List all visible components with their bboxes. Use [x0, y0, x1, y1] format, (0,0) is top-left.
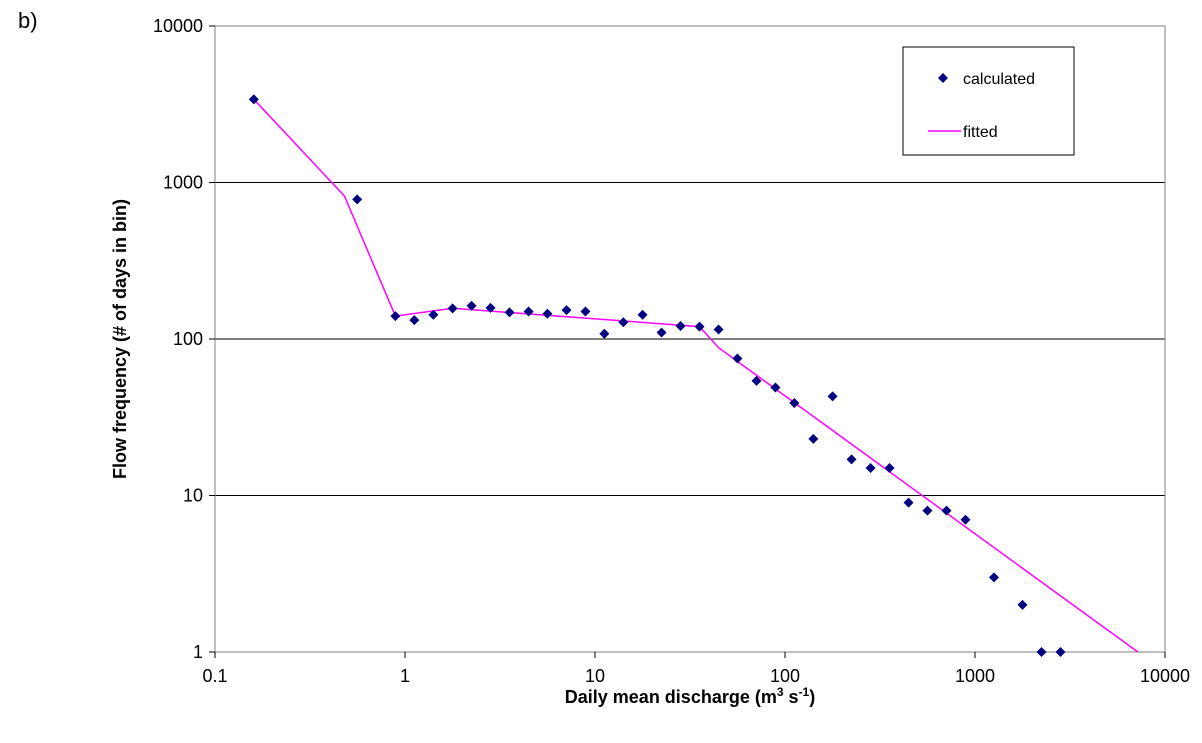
x-tick-label-10000: 10000: [1140, 666, 1190, 686]
y-tick-label-10: 10: [183, 486, 203, 506]
y-axis-ticks: 1 10 100 1000 10000: [153, 16, 215, 662]
calculated-point-15: [637, 309, 648, 320]
calculated-point-1: [352, 194, 363, 205]
calculated-point-14: [618, 317, 629, 328]
legend-label-fitted: fitted: [963, 124, 998, 141]
y-tick-label-1000: 1000: [163, 173, 203, 193]
calculated-point-20: [732, 353, 743, 364]
x-tick-label-0-1: 0.1: [202, 666, 227, 686]
calculated-point-3: [409, 315, 420, 326]
calculated-point-6: [466, 300, 477, 311]
x-tick-label-10: 10: [585, 666, 605, 686]
x-axis-title: Daily mean discharge (m3 s-1): [565, 685, 815, 707]
x-tick-label-1000: 1000: [955, 666, 995, 686]
y-tick-label-100: 100: [173, 329, 203, 349]
x-tick-label-100: 100: [770, 666, 800, 686]
calculated-point-31: [941, 505, 952, 516]
calculated-point-26: [846, 454, 857, 465]
panel-label: b): [18, 8, 38, 33]
y-tick-label-10000: 10000: [153, 16, 203, 36]
y-tick-label-1: 1: [193, 642, 203, 662]
calculated-point-34: [1017, 599, 1028, 610]
calculated-point-10: [542, 308, 553, 319]
calculated-point-32: [960, 514, 971, 525]
calculated-series: [248, 94, 1066, 657]
calculated-point-36: [1055, 647, 1066, 657]
calculated-point-8: [504, 307, 515, 318]
calculated-point-16: [656, 327, 667, 338]
calculated-point-19: [713, 324, 724, 335]
calculated-point-7: [485, 302, 496, 313]
calculated-point-5: [447, 303, 458, 314]
calculated-point-0: [248, 94, 259, 105]
x-axis-ticks: 0.1 1 10 100 1000 10000: [202, 652, 1190, 686]
calculated-point-28: [884, 462, 895, 473]
calculated-point-29: [903, 497, 914, 508]
calculated-point-21: [751, 375, 762, 386]
calculated-point-25: [827, 391, 838, 402]
calculated-point-23: [789, 397, 800, 408]
calculated-point-27: [865, 462, 876, 473]
calculated-point-18: [694, 321, 705, 332]
calculated-point-22: [770, 382, 781, 393]
x-tick-label-1: 1: [400, 666, 410, 686]
calculated-point-24: [808, 433, 819, 444]
legend-marker-calculated: [938, 73, 948, 83]
gridlines: [215, 182, 1165, 496]
legend: calculated fitted: [902, 46, 1075, 156]
legend-label-calculated: calculated: [963, 71, 1035, 88]
calculated-point-9: [523, 306, 534, 317]
calculated-point-13: [599, 328, 610, 339]
calculated-point-2: [390, 311, 401, 322]
calculated-point-4: [428, 309, 439, 320]
calculated-point-33: [989, 572, 1000, 583]
y-axis-title: Flow frequency (# of days in bin): [110, 199, 130, 479]
calculated-point-17: [675, 321, 686, 332]
legend-box: [902, 46, 1075, 156]
calculated-point-11: [561, 305, 572, 316]
calculated-point-30: [922, 505, 933, 516]
calculated-point-12: [580, 306, 591, 317]
calculated-point-35: [1036, 647, 1047, 657]
